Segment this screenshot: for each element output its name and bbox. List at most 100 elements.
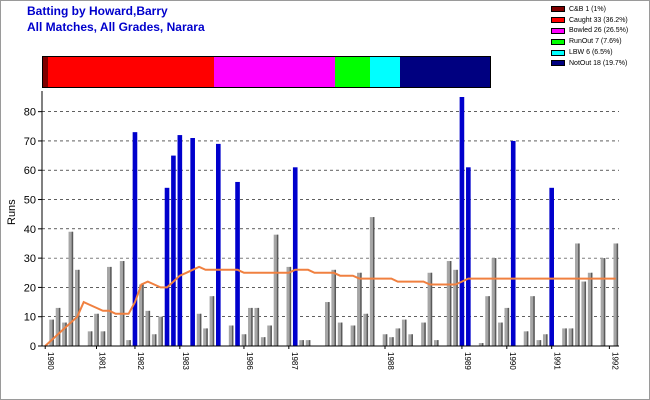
bar-shade [58,307,61,346]
bar [600,258,606,346]
bar-shade [71,231,74,346]
strip-segment-bowled [213,57,336,87]
bar [158,316,163,346]
bar [504,307,510,346]
bar-not-out [132,132,138,346]
bar [453,269,458,346]
x-tick-label: 1992 [610,352,619,370]
bar-shade [411,334,413,346]
bar-not-out [549,187,554,346]
bar-shade [430,272,433,346]
bar-shade [449,261,452,346]
bar [209,296,215,346]
bar-shade [251,307,253,346]
legend-label: RunOut 7 (7.6%) [569,38,622,46]
bar [357,272,362,346]
legend-item: LBW 6 (6.5%) [551,47,628,58]
bar-shade [231,325,234,346]
bar [286,266,292,346]
bar [337,322,343,346]
bar-shade [539,340,542,346]
dismissal-strip [42,56,491,88]
bar-shade [507,307,510,346]
bar-not-out [171,155,176,346]
bar [491,258,497,346]
strip-segment-cb [43,57,48,87]
legend-swatch [551,17,565,24]
bar [421,322,426,346]
bar [401,319,407,346]
bar-shade [212,296,215,346]
bar-shade [424,322,426,346]
legend-swatch [551,38,565,45]
x-tick-label: 1990 [508,352,517,370]
legend: C&B 1 (1%) Caught 33 (36.2%) Bowled 26 (26… [551,4,628,69]
bar-shade [565,328,567,346]
bar-shade [90,331,93,346]
bar [446,261,452,346]
bar-shade [494,258,497,346]
bar [485,296,490,346]
x-tick-label: 1986 [245,352,254,370]
bar [478,343,484,346]
bar [331,269,337,346]
bar-shade [340,322,343,346]
bar [74,269,80,346]
bar-shade [244,334,247,346]
x-tick-label: 1980 [46,352,55,370]
bar [49,319,54,346]
y-tick-label: 40 [24,224,36,236]
bar [350,325,356,346]
bar-shade [257,307,260,346]
strip-segment-runout [335,57,370,87]
bar [151,334,157,346]
bar-shade [161,316,163,346]
bar-shade [603,258,606,346]
bar-shade [385,334,388,346]
legend-label: C&B 1 (1%) [569,5,606,13]
bar-shade [206,328,208,346]
bar-shade [289,266,292,346]
bar-not-out [235,181,240,346]
bar [536,340,542,346]
bar-shade [328,302,330,346]
bar [107,266,112,346]
x-tick-label: 1991 [553,352,562,370]
legend-swatch [551,60,565,67]
bar-shade [488,296,490,346]
bar-shade [103,331,106,346]
x-tick-label: 1981 [97,352,106,370]
bar-shade [334,269,337,346]
bar [119,261,125,346]
bar [382,334,388,346]
bar [248,307,253,346]
bar-shade [526,331,529,346]
x-tick-label: 1982 [136,352,145,370]
bar [139,284,144,346]
bar-shade [372,217,375,346]
bar-shade [360,272,362,346]
strip-segment-notout [399,57,490,87]
bar [498,322,503,346]
bar [260,337,266,346]
bar [408,334,413,346]
legend-swatch [551,27,565,34]
y-tick-label: 80 [24,107,36,119]
bar [203,328,208,346]
y-tick-label: 0 [30,341,36,353]
legend-item: RunOut 7 (7.6%) [551,36,628,47]
strip-segment-caught [47,57,214,87]
bar-shade [481,343,484,346]
bar-shade [590,272,593,346]
bar [228,325,234,346]
bar-shade [199,313,202,346]
bar [568,328,574,346]
legend-swatch [551,49,565,56]
bar-shade [584,281,587,346]
bar [196,313,202,346]
bar [389,337,394,346]
bar-shade [276,234,279,346]
bar-not-out [190,138,195,346]
bar-shade [270,325,272,346]
x-tick-label: 1988 [386,352,395,370]
